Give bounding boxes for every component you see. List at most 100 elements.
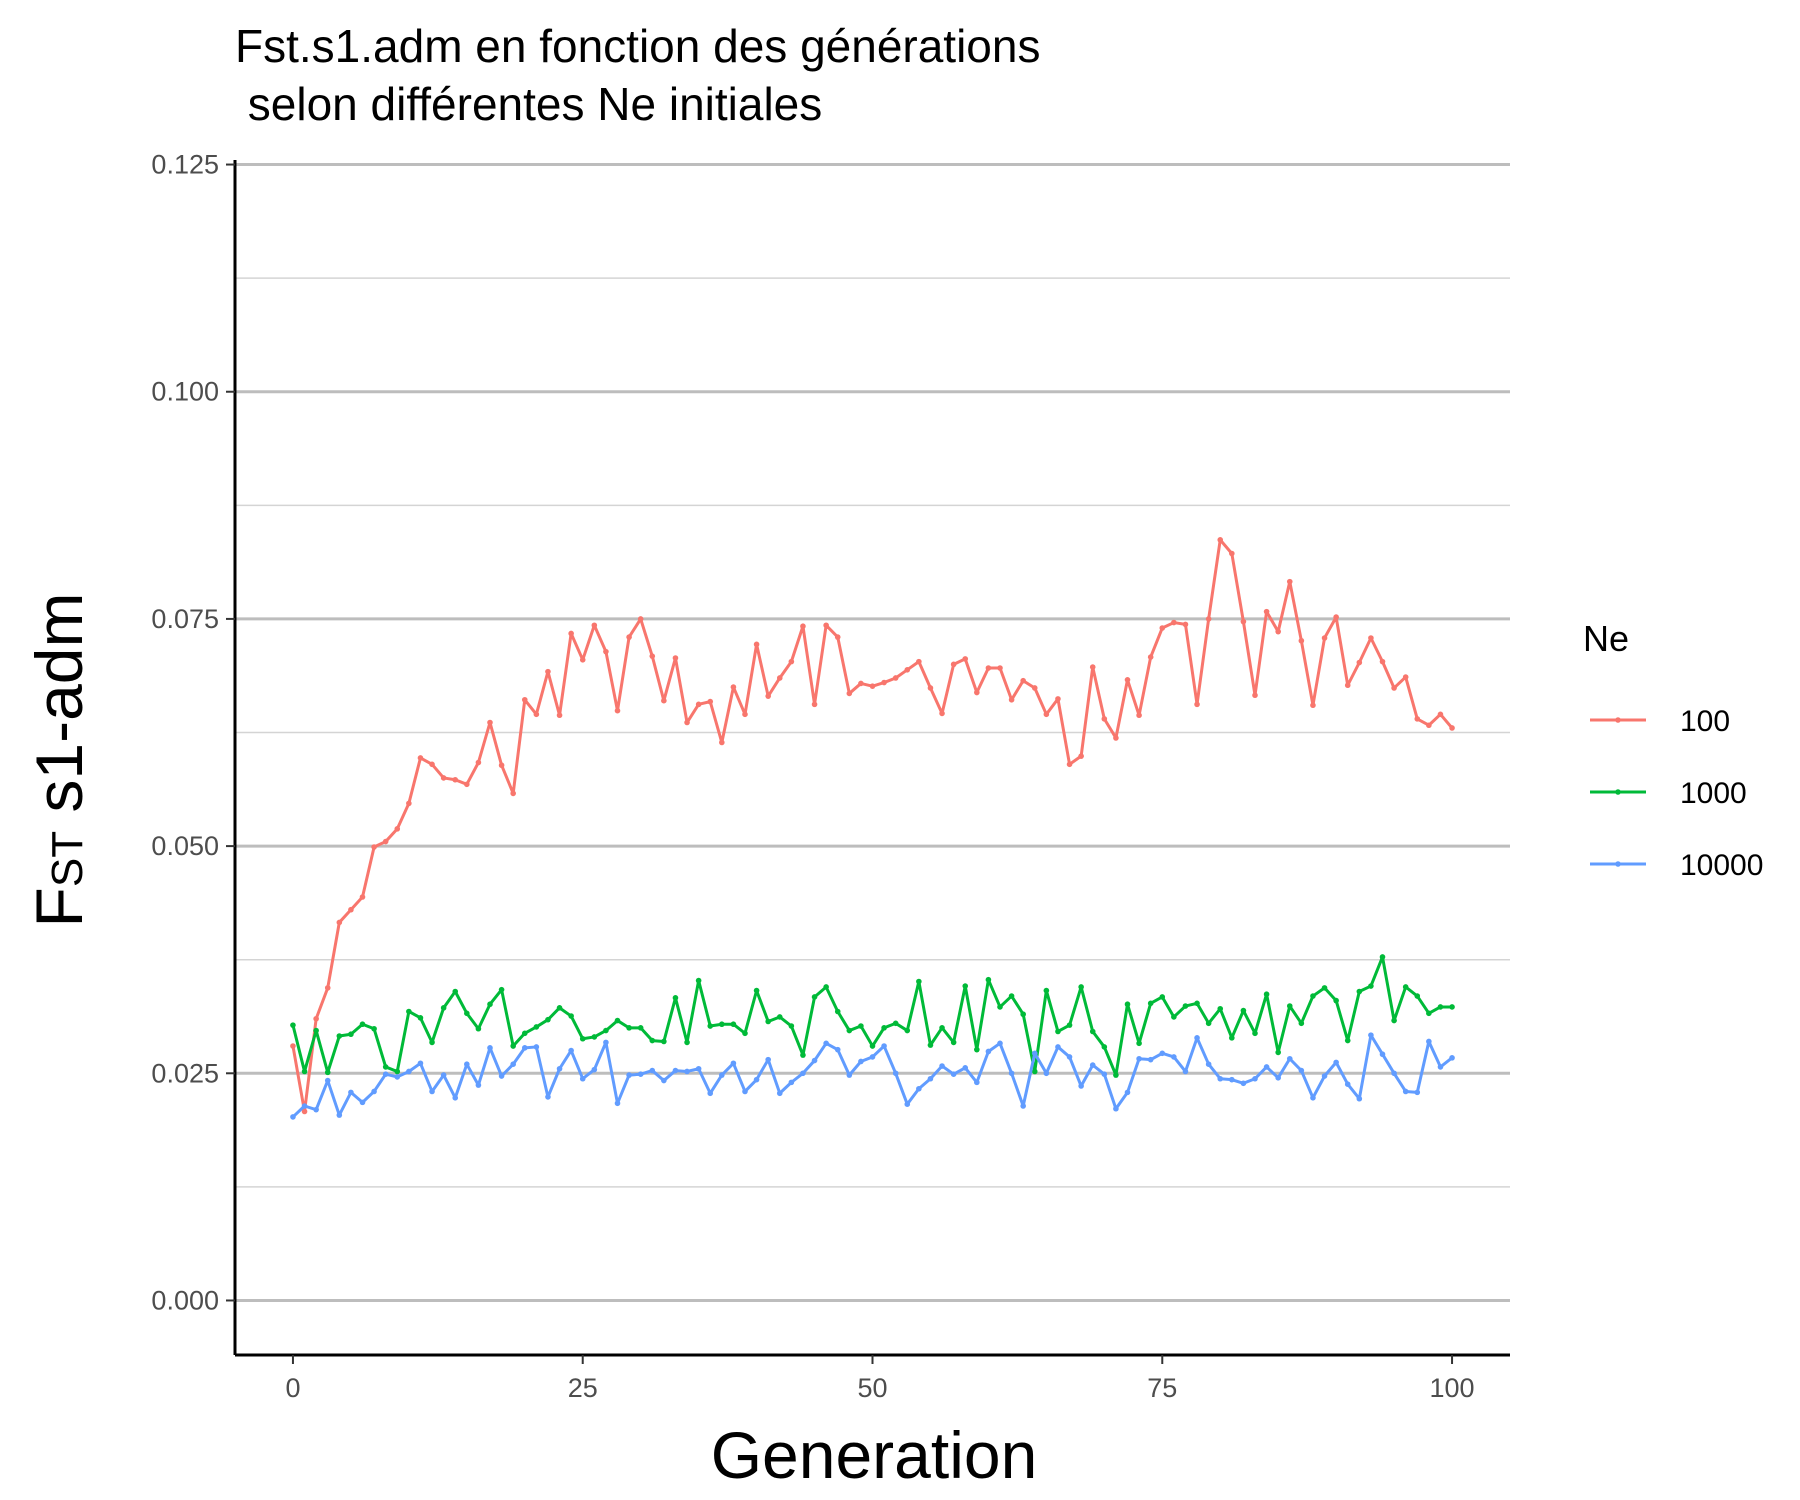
data-point [382, 838, 389, 845]
data-point [695, 701, 702, 708]
y-tick-label: 0.100 [151, 377, 219, 407]
data-point [1333, 614, 1339, 620]
data-point [707, 1090, 714, 1097]
x-tick-label: 25 [568, 1373, 598, 1403]
data-point [1031, 1068, 1038, 1075]
data-point [1391, 685, 1397, 691]
data-point [892, 675, 899, 681]
data-point [487, 1045, 493, 1051]
data-point [869, 683, 876, 689]
data-point [881, 1043, 887, 1049]
data-point [498, 1073, 505, 1079]
data-point [452, 776, 459, 783]
data-point [1402, 674, 1409, 680]
data-point [359, 1099, 366, 1106]
data-point [1171, 1014, 1177, 1020]
grid-minor [235, 277, 1510, 1188]
data-point [858, 1058, 864, 1065]
y-tick-label: 0.075 [151, 604, 219, 634]
data-point [487, 719, 493, 726]
data-point [1426, 722, 1432, 729]
data-point [1136, 1055, 1142, 1062]
data-point [1356, 659, 1363, 666]
data-point [1089, 1062, 1096, 1068]
data-point [1286, 1055, 1293, 1062]
series-layer [290, 537, 1455, 1120]
data-point [1414, 716, 1421, 722]
data-point [1031, 685, 1038, 691]
data-point [1368, 1032, 1374, 1038]
data-point [661, 697, 667, 704]
data-point [417, 1015, 424, 1021]
data-point [348, 906, 354, 913]
data-point [1344, 1037, 1351, 1044]
data-point [939, 710, 945, 717]
data-point [1101, 1044, 1108, 1050]
data-point [892, 1020, 899, 1027]
data-point [1124, 1001, 1131, 1008]
data-point [545, 1016, 551, 1023]
data-point [1217, 1005, 1224, 1012]
data-point [1043, 1070, 1050, 1077]
data-point [997, 1004, 1003, 1010]
data-point [1263, 608, 1270, 615]
data-point [684, 1068, 690, 1075]
data-point [464, 781, 470, 788]
data-point [1310, 702, 1316, 709]
data-point [1229, 550, 1235, 557]
data-point [1344, 1081, 1351, 1087]
data-point [452, 1095, 459, 1101]
legend-label: 100 [1680, 705, 1730, 738]
data-point [1147, 1000, 1154, 1007]
data-point [1379, 954, 1386, 960]
data-point [1055, 1044, 1061, 1050]
data-point [1402, 984, 1409, 990]
data-point [672, 655, 679, 661]
data-point [371, 1088, 377, 1095]
data-point [672, 995, 679, 1001]
data-point [1113, 1072, 1119, 1078]
x-axis-ticks: 0 25 50 75 100 [285, 1355, 1475, 1403]
data-point [1205, 616, 1212, 622]
data-point [962, 983, 969, 989]
legend-key-point [1615, 717, 1621, 723]
data-point [440, 775, 447, 781]
data-point [324, 1077, 331, 1084]
data-point [406, 1068, 412, 1075]
data-point [324, 1069, 331, 1076]
data-point [661, 1077, 667, 1084]
data-point [626, 1072, 632, 1078]
data-point [1414, 993, 1421, 999]
data-point [348, 1031, 354, 1038]
data-point [939, 1063, 945, 1069]
data-point [800, 1070, 806, 1077]
data-point [1078, 984, 1084, 990]
data-point [1078, 1083, 1084, 1089]
data-point [765, 1056, 771, 1063]
legend-label: 10000 [1680, 849, 1763, 882]
data-point [348, 1089, 354, 1096]
data-point [1043, 711, 1050, 718]
data-point [1066, 1022, 1073, 1028]
data-point [614, 1100, 621, 1107]
y-axis-title-main: F [22, 887, 96, 927]
data-point [858, 1023, 864, 1029]
data-point [371, 844, 377, 850]
data-point [429, 1088, 435, 1095]
data-point [556, 712, 563, 719]
data-point [950, 1071, 957, 1077]
x-tick-label: 75 [1147, 1373, 1177, 1403]
data-point [811, 701, 818, 708]
data-point [464, 1061, 470, 1067]
data-point [892, 1070, 899, 1077]
data-point [591, 1066, 598, 1073]
data-point [1333, 997, 1339, 1004]
data-point [510, 1061, 516, 1067]
data-point [1252, 692, 1258, 699]
data-point [301, 1108, 308, 1115]
data-point [591, 1034, 598, 1040]
data-point [1147, 1056, 1154, 1063]
data-point [1310, 1095, 1316, 1101]
data-point [1379, 1051, 1386, 1058]
data-point [475, 1025, 482, 1032]
